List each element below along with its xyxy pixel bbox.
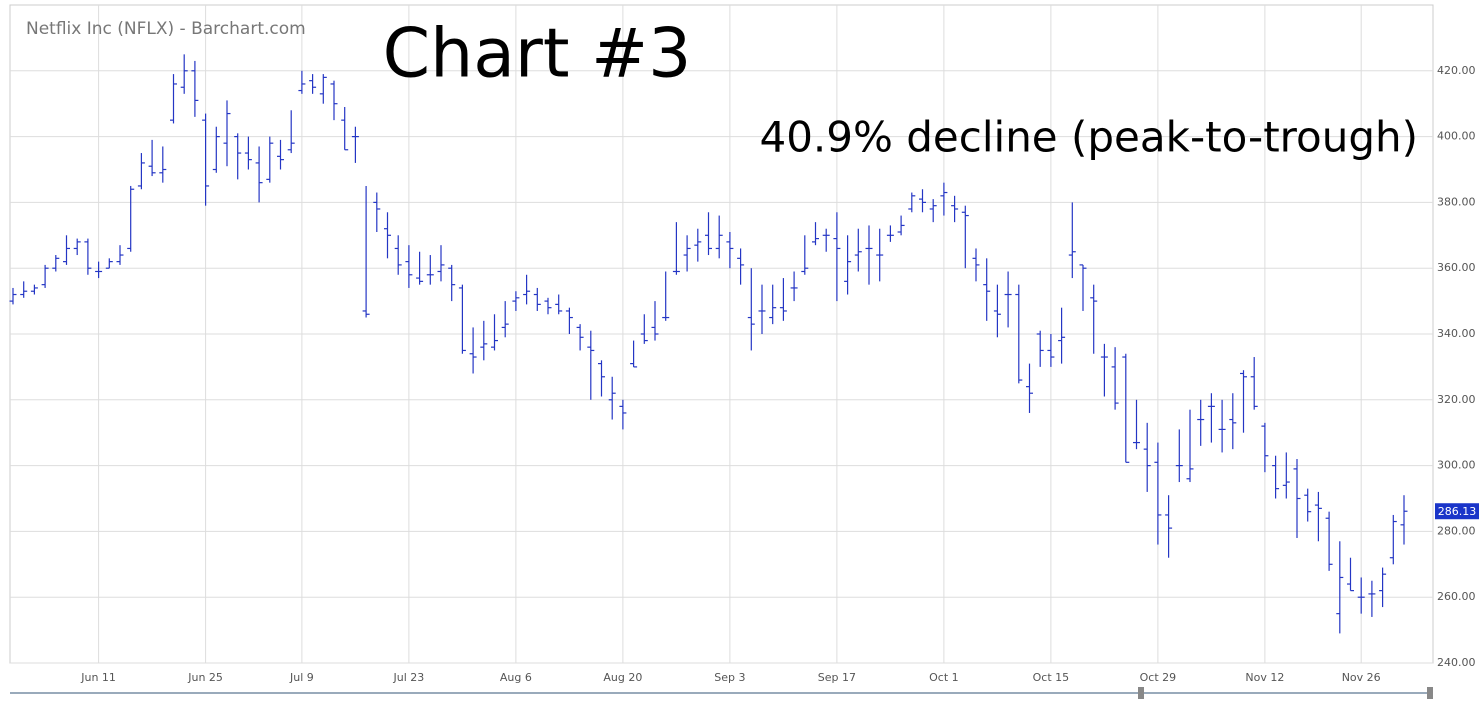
y-tick-label: 380.00 [1437,195,1476,208]
y-tick-label: 420.00 [1437,64,1476,77]
y-tick-label: 340.00 [1437,327,1476,340]
grid [10,5,1433,664]
x-tick-label: Oct 1 [929,671,959,684]
chart-title: Netflix Inc (NFLX) - Barchart.com [26,19,306,39]
x-tick-label: Jul 9 [289,671,314,684]
x-tick-label: Nov 26 [1342,671,1381,684]
annotation: Chart #3 [383,15,692,94]
x-tick-label: Oct 29 [1140,671,1177,684]
x-tick-label: Jun 11 [80,671,116,684]
x-tick-label: Nov 12 [1245,671,1284,684]
annotation: 40.9% decline (peak-to-trough) [759,113,1418,162]
x-tick-label: Sep 17 [818,671,856,684]
y-tick-label: 260.00 [1437,590,1476,603]
x-tick-label: Sep 3 [714,671,745,684]
bars [9,54,1408,634]
y-tick-label: 360.00 [1437,261,1476,274]
y-tick-label: 400.00 [1437,130,1476,143]
scroll-handle[interactable] [1138,687,1144,699]
last-price-label: 286.13 [1438,505,1477,518]
x-tick-label: Jul 23 [393,671,425,684]
y-tick-label: 300.00 [1437,459,1476,472]
x-tick-label: Jun 25 [187,671,223,684]
y-tick-label: 240.00 [1437,656,1476,669]
y-tick-label: 320.00 [1437,393,1476,406]
y-tick-label: 280.00 [1437,524,1476,537]
x-tick-label: Aug 20 [603,671,642,684]
x-tick-label: Aug 6 [500,671,532,684]
scroll-handle[interactable] [1427,687,1433,699]
last-price-badge [1435,503,1479,520]
x-tick-label: Oct 15 [1033,671,1070,684]
